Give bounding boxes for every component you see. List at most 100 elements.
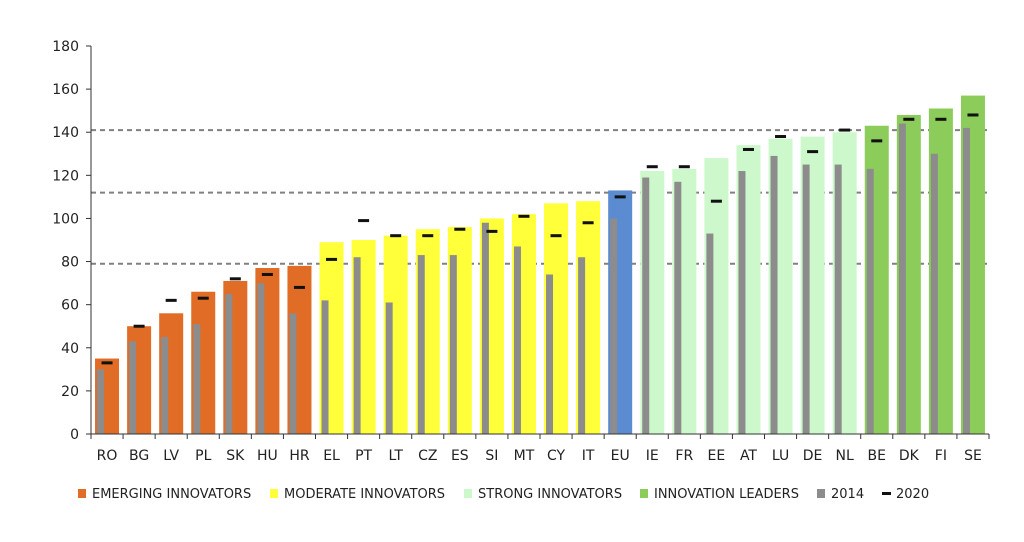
legend-label-marker2020: 2020: [896, 487, 929, 502]
marker-2020-cy: [550, 234, 562, 238]
bar-2014-si: [481, 222, 489, 434]
x-tick-label: ES: [451, 448, 469, 464]
bar-2014-se: [962, 127, 970, 435]
x-tick-label: DE: [803, 448, 823, 464]
legend-swatch-moderate: [270, 489, 278, 498]
bars-layer: [95, 95, 985, 435]
bar-2014-fr: [674, 181, 682, 434]
bar-2014-eu: [610, 218, 618, 434]
x-tick-label: HU: [257, 448, 278, 464]
marker-2020-cz: [422, 234, 434, 238]
bar-2014-bg: [129, 341, 137, 434]
y-tick-label: 140: [52, 125, 79, 141]
x-tick-label: HR: [289, 448, 310, 464]
y-tick-label: 20: [61, 384, 79, 400]
marker-2020-fi: [935, 117, 947, 121]
y-tick-label: 100: [52, 211, 79, 227]
marker-2020-pl: [197, 296, 209, 300]
bar-2014-pt: [353, 257, 361, 434]
bar-2014-at: [738, 171, 746, 434]
x-tick-label: FI: [935, 448, 947, 464]
marker-2020-si: [486, 229, 498, 233]
y-tick-label: 120: [52, 168, 79, 184]
y-tick-label: 40: [61, 341, 79, 357]
marker-2020-sk: [229, 277, 241, 281]
marker-2020-bg: [133, 324, 145, 328]
bar-2014-nl: [834, 164, 842, 435]
bar-2014-fi: [930, 153, 938, 434]
legend-swatch-strong: [464, 489, 472, 498]
bar-2014-dk: [898, 123, 906, 434]
x-tick-label: CZ: [418, 448, 437, 464]
x-tick-label: RO: [97, 448, 118, 464]
legend-swatch-leader: [640, 489, 648, 498]
legend-swatch-2020: [882, 492, 891, 495]
legend-label-emerging: EMERGING INNOVATORS: [92, 487, 251, 502]
bar-2014-hu: [257, 283, 265, 434]
bar-2014-ee: [706, 233, 714, 434]
bar-2014-it: [578, 257, 586, 434]
bar-2014-cz: [417, 255, 425, 434]
marker-2020-fr: [678, 165, 690, 169]
bar-2014-mt: [513, 246, 521, 434]
bar-2014-lu: [770, 155, 778, 434]
marker-2020-lv: [165, 298, 177, 302]
x-tick-label: SI: [485, 448, 498, 464]
bar-2014-be: [866, 168, 874, 434]
bar-2014-pl: [193, 324, 201, 434]
x-tick-label: EL: [323, 448, 340, 464]
legend-label-moderate: MODERATE INNOVATORS: [284, 487, 445, 502]
marker-2020-es: [454, 227, 466, 231]
marker-2020-lu: [775, 135, 787, 139]
x-tick-label: PT: [355, 448, 372, 464]
marker-2020-ee: [710, 199, 722, 203]
marker-2020-se: [967, 113, 979, 117]
x-tick-label: SE: [964, 448, 982, 464]
legend-swatch-emerging: [78, 489, 86, 498]
x-tick-label: DK: [899, 448, 920, 464]
x-tick-label: CY: [547, 448, 566, 464]
legend: EMERGING INNOVATORS MODERATE INNOVATORS ST…: [78, 487, 929, 502]
legend-label-leader: INNOVATION LEADERS: [654, 487, 799, 502]
bar-2014-es: [449, 255, 457, 434]
x-tick-label: MT: [514, 448, 535, 464]
marker-2020-hu: [261, 272, 273, 276]
x-tick-label: LU: [772, 448, 789, 464]
marker-2020-pt: [358, 219, 370, 223]
bar-2014-el: [321, 300, 329, 434]
y-tick-label: 0: [70, 427, 79, 443]
bar-2014-sk: [225, 293, 233, 434]
x-tick-label: BE: [868, 448, 886, 464]
bar-2014-hr: [289, 313, 297, 434]
y-tick-label: 80: [61, 255, 79, 271]
bar-2014-ie: [642, 177, 650, 434]
x-tick-label: IT: [582, 448, 595, 464]
x-tick-label: EE: [708, 448, 726, 464]
x-tick-label: IE: [646, 448, 659, 464]
axes-layer: RO BG LV PL SK HU HR EL PT LT CZ ES SI MT CY IT EU IE FR EE…: [52, 39, 990, 464]
y-tick-label: 60: [61, 298, 79, 314]
marker-2020-hr: [293, 285, 305, 289]
marker-2020-lt: [390, 234, 402, 238]
marker-2020-eu: [614, 195, 626, 199]
marker-2020-be: [871, 139, 883, 143]
x-tick-label: LV: [163, 448, 179, 464]
bar-2014-lt: [385, 302, 393, 434]
marker-2020-it: [582, 221, 594, 225]
x-tick-label: NL: [836, 448, 854, 464]
x-tick-label: AT: [740, 448, 757, 464]
marker-2020-ro: [101, 361, 113, 365]
legend-label-strong: STRONG INNOVATORS: [478, 487, 622, 502]
legend-label-bar2014: 2014: [831, 487, 864, 502]
y-tick-label: 160: [52, 82, 79, 98]
bar-2014-cy: [546, 274, 554, 434]
x-tick-label: LT: [388, 448, 403, 464]
marker-2020-mt: [518, 214, 530, 218]
y-tick-label: 180: [52, 39, 79, 55]
x-tick-label: EU: [611, 448, 630, 464]
marker-2020-de: [807, 150, 819, 154]
x-tick-label: FR: [675, 448, 693, 464]
x-tick-label: SK: [226, 448, 245, 464]
marker-2020-el: [326, 257, 338, 261]
